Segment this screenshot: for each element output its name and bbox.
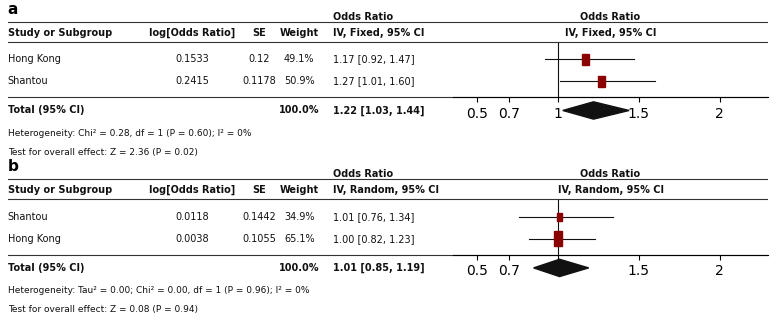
Text: Study or Subgroup: Study or Subgroup [8,28,112,37]
Bar [554,232,562,246]
Text: 50.9%: 50.9% [284,76,314,86]
Text: 0.2415: 0.2415 [176,76,209,86]
Text: 1.17 [0.92, 1.47]: 1.17 [0.92, 1.47] [332,54,414,64]
Text: 0.1442: 0.1442 [242,212,276,222]
Text: 1.01 [0.76, 1.34]: 1.01 [0.76, 1.34] [332,212,414,222]
Polygon shape [534,259,589,277]
Text: Test for overall effect: Z = 2.36 (P = 0.02): Test for overall effect: Z = 2.36 (P = 0… [8,148,198,157]
Text: Hong Kong: Hong Kong [8,234,60,244]
Text: 0.1533: 0.1533 [176,54,209,64]
Text: log[Odds Ratio]: log[Odds Ratio] [149,28,235,38]
Text: a: a [8,2,18,17]
Text: log[Odds Ratio]: log[Odds Ratio] [149,185,235,195]
Text: Odds Ratio: Odds Ratio [580,169,641,179]
Text: 0.1178: 0.1178 [242,76,276,86]
Text: Weight: Weight [280,28,319,37]
Text: Shantou: Shantou [8,212,49,222]
Text: 1.22 [1.03, 1.44]: 1.22 [1.03, 1.44] [332,105,424,115]
Text: Odds Ratio: Odds Ratio [580,12,641,22]
Text: SE: SE [252,185,266,195]
Text: 0.0038: 0.0038 [176,234,209,244]
Text: SE: SE [252,28,266,37]
Text: IV, Fixed, 95% CI: IV, Fixed, 95% CI [332,28,424,37]
Text: 100.0%: 100.0% [279,263,320,273]
Text: 0.1055: 0.1055 [242,234,276,244]
Text: Odds Ratio: Odds Ratio [332,169,393,179]
Text: IV, Random, 95% CI: IV, Random, 95% CI [557,185,663,195]
Text: IV, Fixed, 95% CI: IV, Fixed, 95% CI [564,28,656,37]
Text: Odds Ratio: Odds Ratio [332,12,393,22]
Text: 1.01 [0.85, 1.19]: 1.01 [0.85, 1.19] [332,263,424,273]
Text: Heterogeneity: Tau² = 0.00; Chi² = 0.00, df = 1 (P = 0.96); I² = 0%: Heterogeneity: Tau² = 0.00; Chi² = 0.00,… [8,286,310,295]
Text: Shantou: Shantou [8,76,49,86]
Polygon shape [563,102,629,119]
Text: 100.0%: 100.0% [279,106,320,115]
Bar [583,54,589,65]
Text: Favours [experimental]: Favours [experimental] [465,183,570,192]
Text: Hong Kong: Hong Kong [8,54,60,64]
Text: 0.0118: 0.0118 [176,212,209,222]
Text: 34.9%: 34.9% [284,212,314,222]
Bar [598,75,604,87]
Text: 49.1%: 49.1% [284,54,314,64]
Text: 65.1%: 65.1% [284,234,314,244]
Text: Heterogeneity: Chi² = 0.28, df = 1 (P = 0.60); I² = 0%: Heterogeneity: Chi² = 0.28, df = 1 (P = … [8,129,252,138]
Text: Test for overall effect: Z = 0.08 (P = 0.94): Test for overall effect: Z = 0.08 (P = 0… [8,305,198,314]
Text: Total (95% CI): Total (95% CI) [8,106,85,115]
Text: b: b [8,159,19,174]
Text: 1.00 [0.82, 1.23]: 1.00 [0.82, 1.23] [332,234,414,244]
Bar [557,213,562,221]
Text: Study or Subgroup: Study or Subgroup [8,185,112,195]
Text: 0.12: 0.12 [249,54,270,64]
Text: Favours [control]: Favours [control] [601,183,677,192]
Text: Total (95% CI): Total (95% CI) [8,263,85,273]
Text: IV, Random, 95% CI: IV, Random, 95% CI [332,185,438,195]
Text: 1.27 [1.01, 1.60]: 1.27 [1.01, 1.60] [332,76,414,86]
Text: Weight: Weight [280,185,319,195]
